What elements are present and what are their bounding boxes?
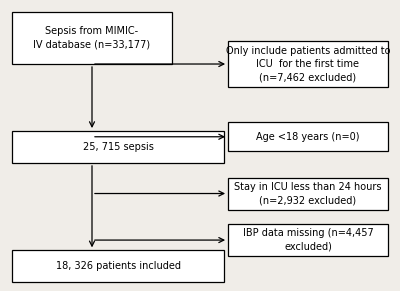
Text: Age <18 years (n=0): Age <18 years (n=0): [256, 132, 360, 142]
Text: Only include patients admitted to
ICU  for the first time
(n=7,462 excluded): Only include patients admitted to ICU fo…: [226, 46, 390, 82]
FancyBboxPatch shape: [12, 12, 172, 64]
Text: 18, 326 patients included: 18, 326 patients included: [56, 261, 180, 271]
Text: IBP data missing (n=4,457
excluded): IBP data missing (n=4,457 excluded): [243, 228, 373, 252]
FancyBboxPatch shape: [228, 178, 388, 210]
FancyBboxPatch shape: [228, 224, 388, 256]
Text: 25, 715 sepsis: 25, 715 sepsis: [82, 142, 154, 152]
FancyBboxPatch shape: [12, 250, 224, 282]
Text: Sepsis from MIMIC-
IV database (n=33,177): Sepsis from MIMIC- IV database (n=33,177…: [34, 26, 150, 49]
FancyBboxPatch shape: [12, 131, 224, 163]
Text: Stay in ICU less than 24 hours
(n=2,932 excluded): Stay in ICU less than 24 hours (n=2,932 …: [234, 182, 382, 205]
FancyBboxPatch shape: [228, 122, 388, 151]
FancyBboxPatch shape: [228, 41, 388, 87]
